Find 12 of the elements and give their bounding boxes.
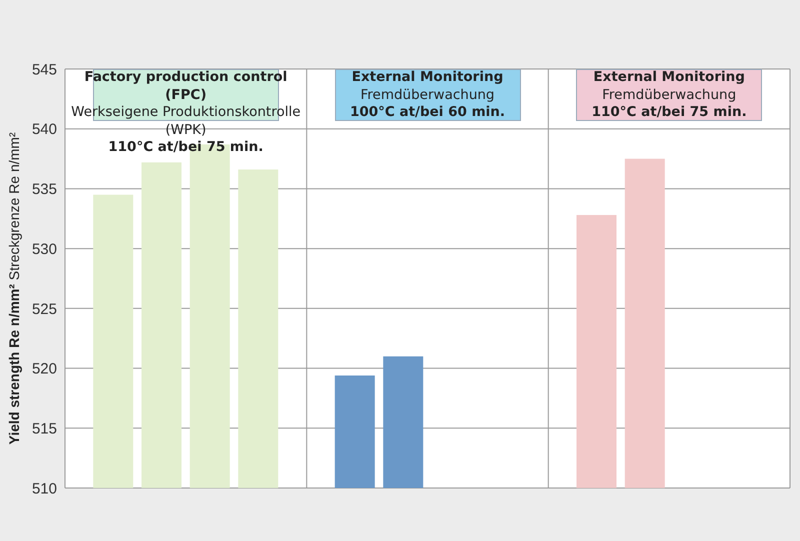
y-tick-label: 535: [32, 181, 57, 198]
annotation: External Monitoring Fremdüberwachung 110°C at/bei 75 min.: [590, 69, 748, 122]
y-tick-label: 515: [32, 420, 57, 438]
y-tick-label: 545: [32, 61, 57, 78]
y-tick-label: 530: [32, 240, 57, 258]
y-tick-label: 520: [32, 360, 57, 378]
y-tick-label: 510: [32, 480, 57, 498]
annotation: External Monitoring Fremdüberwachung 100°C at/bei 60 min.: [348, 69, 506, 122]
y-tick-label: 540: [32, 121, 57, 138]
y-axis-title: Yield strength Re n/mm² Streckgrenze Re n/mm²: [6, 132, 22, 445]
y-tick-label: 525: [32, 300, 57, 318]
annotation: Factory production control (FPC) Werkseigene Produktionskontrolle (WPK) 110°C at/bei 75 min.: [70, 69, 302, 156]
